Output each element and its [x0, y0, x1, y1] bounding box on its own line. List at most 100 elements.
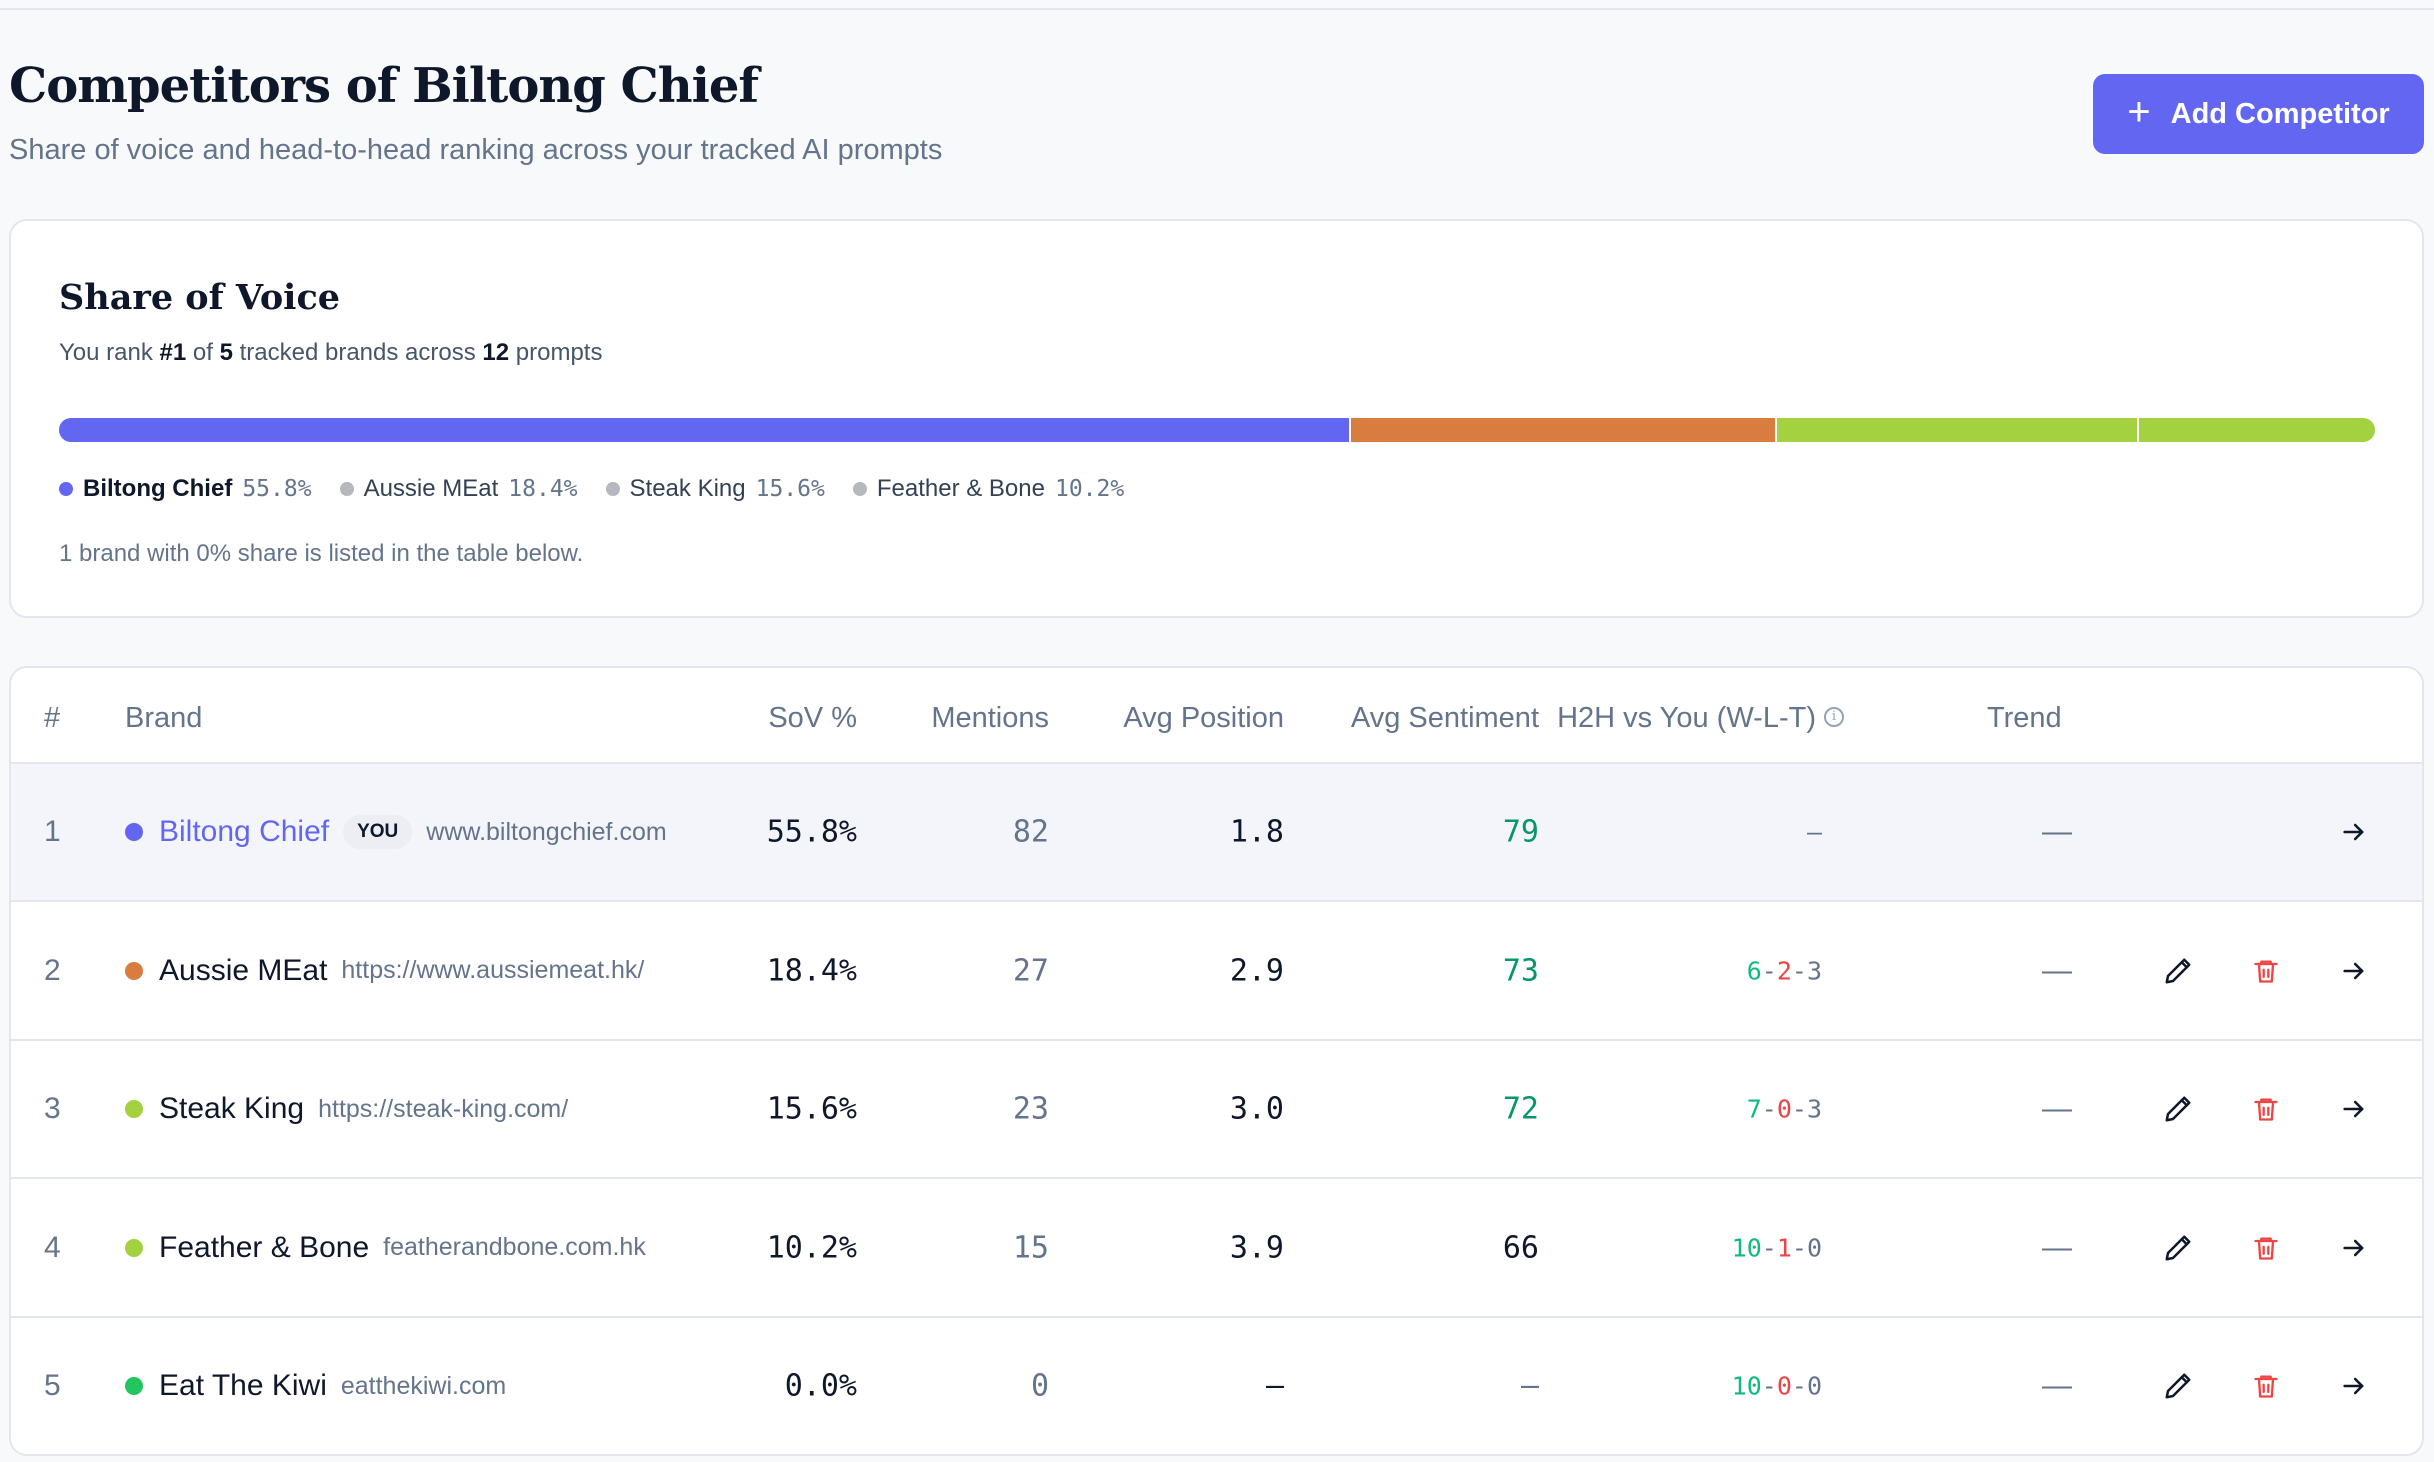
rank-suffix: prompts [509, 339, 603, 366]
arrow-right-icon[interactable] [2334, 812, 2374, 852]
legend-name: Steak King [629, 475, 746, 502]
h2h-sep: - [1791, 956, 1807, 985]
row-avg-position: – [1265, 1368, 1284, 1404]
table-row[interactable]: 3 Steak King https://steak-king.com/15.6% 2… [11, 1041, 2422, 1179]
row-trend: — [2042, 1230, 2072, 1264]
brand-name[interactable]: Eat The Kiwi [159, 1369, 327, 1402]
brand-name[interactable]: Biltong Chief [159, 815, 330, 848]
info-icon[interactable]: i [1824, 707, 1844, 728]
h2h-sep: - [1761, 956, 1777, 985]
sov-segment [1777, 418, 2139, 442]
pencil-icon[interactable] [2158, 951, 2198, 991]
h2h-wins: 6 [1746, 956, 1762, 985]
h2h-losses: 2 [1776, 956, 1792, 985]
row-mentions: 82 [1012, 814, 1049, 850]
arrow-right-icon[interactable] [2334, 1228, 2374, 1268]
row-rank: 2 [44, 953, 61, 987]
brand-name[interactable]: Feather & Bone [159, 1230, 370, 1264]
page-title: Competitors of Biltong Chief [9, 58, 759, 114]
row-trend: — [2042, 1369, 2072, 1402]
legend-item: Biltong Chief 55.8% [59, 475, 312, 503]
pencil-icon[interactable] [2158, 1089, 2198, 1129]
table-row[interactable]: 1 Biltong Chief YOU www.biltongchief.com 55.… [11, 764, 2422, 902]
trash-icon[interactable] [2246, 951, 2286, 991]
arrow-right-icon[interactable] [2334, 1366, 2374, 1406]
row-brand[interactable]: Feather & Bone featherandbone.com.hk [125, 1231, 646, 1265]
share-of-voice-bar [59, 418, 2375, 442]
row-rank: 5 [44, 1369, 61, 1402]
row-rank: 1 [44, 815, 61, 848]
row-avg-sentiment: 72 [1502, 1091, 1539, 1127]
legend-dot [605, 482, 620, 496]
col-brand[interactable]: Brand [125, 702, 203, 734]
h2h-sep: - [1791, 1094, 1807, 1124]
col-sov[interactable]: SoV % [768, 702, 857, 734]
legend-dot [852, 482, 867, 496]
h2h-losses: 0 [1776, 1094, 1792, 1124]
col-mentions[interactable]: Mentions [931, 702, 1049, 734]
row-mentions: 0 [1030, 1368, 1049, 1404]
row-h2h: – [1807, 818, 1822, 847]
brand-color-dot [125, 1377, 143, 1395]
table-row[interactable]: 5 Eat The Kiwi eatthekiwi.com 0.0% 0– –10-0-0… [11, 1318, 2422, 1454]
you-badge: YOU [343, 815, 413, 849]
row-sov: 10.2% [766, 1230, 857, 1265]
row-trend: — [2042, 815, 2072, 848]
row-brand[interactable]: Biltong Chief YOU www.biltongchief.com [125, 815, 667, 849]
row-avg-sentiment: 79 [1502, 814, 1539, 850]
brand-color-dot [125, 1100, 143, 1118]
legend-item: Steak King 15.6% [605, 475, 825, 503]
trash-icon[interactable] [2246, 1089, 2286, 1129]
row-brand[interactable]: Steak King https://steak-king.com/ [125, 1092, 568, 1126]
pencil-icon[interactable] [2158, 1228, 2198, 1268]
col-trend: Trend [1987, 702, 2062, 734]
h2h-wins: 10 [1731, 1371, 1762, 1401]
h2h-sep: - [1761, 1371, 1777, 1401]
trash-icon[interactable] [2246, 1228, 2286, 1268]
row-avg-sentiment: – [1520, 1368, 1539, 1404]
brand-url[interactable]: https://www.aussiemeat.hk/ [341, 956, 645, 984]
col-rank: # [44, 702, 61, 734]
row-h2h: 6-2-3 [1747, 956, 1822, 985]
prompt-count: 12 [482, 339, 510, 366]
row-trend: — [2042, 953, 2072, 987]
row-brand[interactable]: Eat The Kiwi eatthekiwi.com [125, 1369, 506, 1403]
legend-item: Aussie MEat 18.4% [339, 475, 578, 503]
brand-url[interactable]: www.biltongchief.com [426, 817, 667, 846]
brand-url[interactable]: https://steak-king.com/ [318, 1094, 569, 1123]
table-row[interactable]: 2 Aussie MEat https://www.aussiemeat.hk/18… [11, 903, 2422, 1041]
row-avg-position: 2.9 [1229, 953, 1284, 988]
add-competitor-button[interactable]: + Add Competitor [2093, 74, 2424, 154]
brand-name[interactable]: Steak King [159, 1092, 305, 1125]
share-of-voice-title: Share of Voice [59, 277, 341, 318]
h2h-ties: 3 [1806, 1094, 1822, 1124]
rank-mid: of [186, 339, 220, 366]
row-mentions: 23 [1012, 1091, 1049, 1127]
pencil-icon[interactable] [2158, 1366, 2198, 1406]
brand-url[interactable]: featherandbone.com.hk [383, 1233, 646, 1261]
competitors-table: # Brand SoV % Mentions Avg Position Avg … [9, 666, 2424, 1456]
legend-name: Aussie MEat [363, 475, 499, 502]
col-h2h[interactable]: H2H vs You (W-L-T) i [1557, 702, 1844, 735]
row-mentions: 27 [1012, 953, 1049, 988]
col-h2h-label: H2H vs You (W-L-T) [1557, 702, 1816, 734]
plus-icon: + [2127, 90, 2151, 134]
row-h2h: 10-1-0 [1732, 1233, 1822, 1262]
h2h-losses: 0 [1776, 1371, 1792, 1401]
arrow-right-icon[interactable] [2334, 951, 2374, 991]
brand-url[interactable]: eatthekiwi.com [340, 1371, 507, 1400]
top-divider [0, 8, 2434, 10]
h2h-none: – [1806, 817, 1822, 847]
h2h-ties: 0 [1806, 1233, 1822, 1262]
row-brand[interactable]: Aussie MEat https://www.aussiemeat.hk/ [125, 954, 644, 988]
row-sov: 0.0% [784, 1368, 857, 1404]
share-of-voice-card: Share of Voice You rank #1 of 5 tracked … [9, 219, 2424, 618]
trash-icon[interactable] [2246, 1366, 2286, 1406]
col-avg-position[interactable]: Avg Position [1123, 702, 1284, 734]
col-avg-sentiment[interactable]: Avg Sentiment [1350, 702, 1539, 734]
brand-name[interactable]: Aussie MEat [159, 953, 328, 987]
arrow-right-icon[interactable] [2334, 1089, 2374, 1129]
table-row[interactable]: 4 Feather & Bone featherandbone.com.hk 10.2… [11, 1180, 2422, 1318]
table-header: # Brand SoV % Mentions Avg Position Avg … [11, 668, 2422, 764]
row-sov: 55.8% [766, 814, 857, 850]
